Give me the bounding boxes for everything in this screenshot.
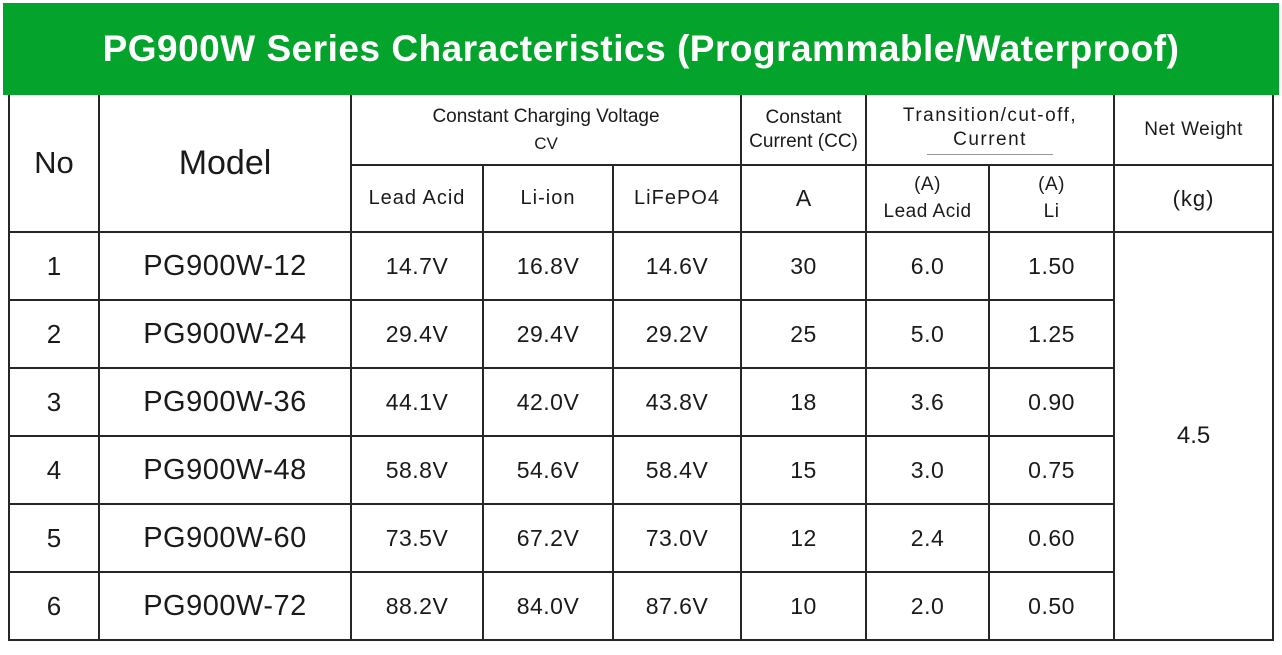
cv-group-abbr: CV <box>534 134 558 153</box>
cutoff-lead-acid-unit: (A) <box>914 173 941 195</box>
cutoff-label-line2: Current <box>927 128 1053 156</box>
column-header-constant-current: Constant Current (CC) <box>740 95 868 166</box>
cutoff-li-label: Li <box>1043 200 1060 222</box>
subheader-li-ion: Li-ion <box>482 164 614 233</box>
cutoff-lead-acid-label: Lead Acid <box>883 200 972 222</box>
cutoff-label-line1: Transition/cut-off, <box>902 104 1078 126</box>
column-group-constant-charging-voltage: Constant Charging Voltage CV <box>349 95 743 166</box>
cell-cv-li-ion: 16.8V <box>482 231 614 301</box>
cv-group-label: Constant Charging Voltage <box>432 105 660 127</box>
column-header-model: Model <box>98 95 352 233</box>
subheader-cutoff-lead-acid: (A) Lead Acid <box>865 164 991 233</box>
cell-cv-li-ion: 67.2V <box>482 503 614 573</box>
spec-table: No Model Constant Charging Voltage CV Co… <box>8 95 1275 641</box>
cell-model: PG900W-48 <box>98 435 352 505</box>
cell-cv-li-ion: 42.0V <box>482 367 614 437</box>
cell-cv-lifepo4: 29.2V <box>611 299 743 369</box>
cell-cutoff-li: 0.90 <box>988 367 1116 437</box>
cell-model: PG900W-60 <box>98 503 352 573</box>
cell-no: 3 <box>8 367 100 437</box>
cell-cc: 10 <box>740 571 868 641</box>
cell-cv-lifepo4: 14.6V <box>611 231 743 301</box>
cell-model: PG900W-12 <box>98 231 352 301</box>
cell-cutoff-li: 1.25 <box>988 299 1116 369</box>
header-row-groups: No Model Constant Charging Voltage CV Co… <box>8 95 1275 233</box>
cell-cc: 30 <box>740 231 868 301</box>
cell-cutoff-lead-acid: 6.0 <box>865 231 991 301</box>
subheader-lifepo4: LiFePO4 <box>611 164 743 233</box>
cell-cv-lifepo4: 58.4V <box>611 435 743 505</box>
cell-cv-li-ion: 54.6V <box>482 435 614 505</box>
cell-cv-lead-acid: 88.2V <box>350 571 484 641</box>
table-row: 2 PG900W-24 29.4V 29.4V 29.2V 25 5.0 1.2… <box>8 299 1273 369</box>
cell-cv-lifepo4: 73.0V <box>611 503 743 573</box>
cell-cutoff-li: 0.50 <box>988 571 1116 641</box>
header-row-subcolumns: Lead Acid Li-ion LiFePO4 A (A) Lead Acid… <box>9 164 1275 233</box>
cell-cutoff-lead-acid: 5.0 <box>865 299 991 369</box>
cell-cv-lead-acid: 29.4V <box>350 299 484 369</box>
subheader-cc-unit: A <box>740 164 868 233</box>
cell-cc: 18 <box>740 367 868 437</box>
column-header-net-weight: Net Weight <box>1113 95 1275 166</box>
cell-cc: 25 <box>740 299 868 369</box>
subheader-net-weight-unit: (kg) <box>1113 164 1275 233</box>
table-row: 3 PG900W-36 44.1V 42.0V 43.8V 18 3.6 0.9… <box>8 367 1273 437</box>
cell-cutoff-lead-acid: 2.4 <box>865 503 991 573</box>
cell-net-weight: 4.5 <box>1113 231 1275 641</box>
cell-model: PG900W-36 <box>98 367 352 437</box>
title-banner: PG900W Series Characteristics (Programma… <box>3 3 1279 95</box>
cc-label-line2: Current (CC) <box>749 130 858 152</box>
cell-model: PG900W-24 <box>98 299 352 369</box>
subheader-lead-acid: Lead Acid <box>350 164 484 233</box>
table-row: 6 PG900W-72 88.2V 84.0V 87.6V 10 2.0 0.5… <box>8 571 1273 641</box>
cell-cv-li-ion: 29.4V <box>482 299 614 369</box>
column-header-no: No <box>8 95 100 233</box>
cell-no: 4 <box>8 435 100 505</box>
cell-cv-lead-acid: 44.1V <box>350 367 484 437</box>
cell-cc: 12 <box>740 503 868 573</box>
cell-cv-lead-acid: 58.8V <box>350 435 484 505</box>
cell-cutoff-li: 1.50 <box>988 231 1116 301</box>
cell-cv-lead-acid: 14.7V <box>350 231 484 301</box>
table-row: 4 PG900W-48 58.8V 54.6V 58.4V 15 3.0 0.7… <box>8 435 1273 505</box>
cell-no: 2 <box>8 299 100 369</box>
cell-cutoff-lead-acid: 3.0 <box>865 435 991 505</box>
table-row: 1 PG900W-12 14.7V 16.8V 14.6V 30 6.0 1.5… <box>8 231 1275 641</box>
cell-cutoff-li: 0.60 <box>988 503 1116 573</box>
cell-cc: 15 <box>740 435 868 505</box>
cell-cutoff-li: 0.75 <box>988 435 1116 505</box>
column-group-cutoff-current: Transition/cut-off, Current <box>865 95 1116 166</box>
cell-cv-lifepo4: 87.6V <box>611 571 743 641</box>
cell-cutoff-lead-acid: 3.6 <box>865 367 991 437</box>
cell-no: 1 <box>8 231 100 301</box>
cutoff-li-unit: (A) <box>1038 173 1065 195</box>
cell-no: 5 <box>8 503 100 573</box>
cell-cv-lead-acid: 73.5V <box>350 503 484 573</box>
cell-cv-lifepo4: 43.8V <box>611 367 743 437</box>
cell-cv-li-ion: 84.0V <box>482 571 614 641</box>
cell-cutoff-lead-acid: 2.0 <box>865 571 991 641</box>
cc-label-line1: Constant <box>765 106 842 128</box>
page-title: PG900W Series Characteristics (Programma… <box>102 28 1180 69</box>
subheader-cutoff-li: (A) Li <box>988 164 1116 233</box>
table-row: 5 PG900W-60 73.5V 67.2V 73.0V 12 2.4 0.6… <box>8 503 1273 573</box>
cell-no: 6 <box>8 571 100 641</box>
cell-model: PG900W-72 <box>98 571 352 641</box>
